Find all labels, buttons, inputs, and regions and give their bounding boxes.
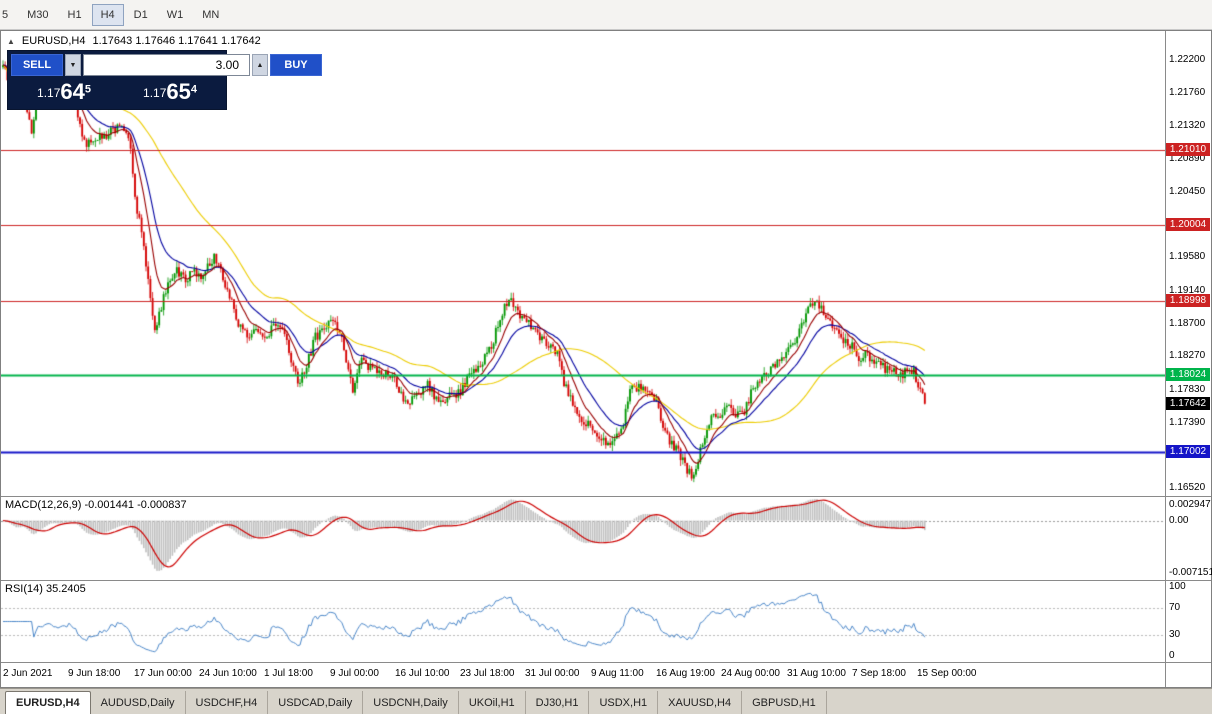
timeframe-toolbar: 5 M30 H1 H4 D1 W1 MN: [0, 0, 1212, 30]
tab-usdcnh-daily[interactable]: USDCNH,Daily: [363, 691, 459, 714]
sell-price-prefix: 1.17: [37, 86, 61, 100]
price-axis-tick: 1.21320: [1169, 120, 1206, 132]
macd-axis-min: -0.007151: [1169, 567, 1212, 578]
time-axis-label: 9 Jun 18:00: [68, 668, 121, 679]
current-price-badge: 1.17642: [1166, 396, 1210, 410]
price-level-badge: 1.21010: [1166, 142, 1210, 156]
chevron-up-icon: ▲: [256, 61, 264, 69]
rsi-label: RSI(14) 35.2405: [5, 583, 86, 595]
tab-eurusd-h4[interactable]: EURUSD,H4: [5, 691, 91, 714]
buy-price[interactable]: 1.17654: [117, 78, 223, 107]
price-axis-tick: 1.18700: [1169, 317, 1206, 329]
time-axis-label: 15 Sep 00:00: [917, 668, 977, 679]
symbol-tabbar: EURUSD,H4 AUDUSD,Daily USDCHF,H4 USDCAD,Dai…: [0, 688, 1212, 714]
time-axis-label: 24 Jun 10:00: [199, 668, 257, 679]
time-axis-label: 7 Sep 18:00: [852, 668, 906, 679]
macd-plot: MACD(12,26,9) -0.001441 -0.000837: [1, 497, 1165, 580]
timeframe-button-mn[interactable]: MN: [193, 4, 228, 26]
macd-label: MACD(12,26,9) -0.001441 -0.000837: [5, 499, 187, 511]
trade-controls-row: SELL ▼ ▲ BUY: [11, 54, 322, 76]
collapse-panel-icon[interactable]: ▲: [7, 36, 15, 46]
tab-audusd-daily[interactable]: AUDUSD,Daily: [91, 691, 186, 714]
time-axis-label: 9 Aug 11:00: [591, 668, 644, 679]
tab-usdchf-h4[interactable]: USDCHF,H4: [186, 691, 269, 714]
rsi-axis-label: 0: [1169, 650, 1175, 661]
price-axis: 1.22200 1.21760 1.21320 1.20890 1.20450 1.195…: [1165, 31, 1211, 496]
time-axis-row: 2 Jun 2021 9 Jun 18:00 17 Jun 00:00 24 Jun …: [1, 662, 1211, 687]
rsi-axis-label: 100: [1169, 581, 1186, 592]
price-axis-tick: 1.17390: [1169, 416, 1206, 428]
tab-gbpusd-h1[interactable]: GBPUSD,H1: [742, 691, 827, 714]
main-plot: ▲ EURUSD,H4 1.17643 1.17646 1.17641 1.17…: [1, 31, 1165, 496]
volume-increase-button[interactable]: ▲: [252, 54, 268, 76]
rsi-row: RSI(14) 35.2405 100 70 30 0: [1, 580, 1211, 662]
chart-header: ▲ EURUSD,H4 1.17643 1.17646 1.17641 1.17…: [7, 35, 261, 47]
one-click-trading-panel: SELL ▼ ▲ BUY 1.17645 1.17654: [7, 50, 322, 110]
macd-axis-max: 0.002947: [1169, 499, 1211, 510]
rsi-canvas[interactable]: [1, 581, 1165, 662]
buy-price-prefix: 1.17: [143, 86, 167, 100]
timeframe-button-d1[interactable]: D1: [125, 4, 157, 26]
sell-price-big: 64: [60, 79, 85, 104]
price-level-badge: 1.20004: [1166, 218, 1210, 232]
price-axis-tick: 1.19140: [1169, 284, 1206, 296]
timeframe-button-w1[interactable]: W1: [158, 4, 193, 26]
price-axis-tick: 1.21760: [1169, 86, 1206, 98]
price-axis-tick: 1.16520: [1169, 482, 1206, 494]
sell-price[interactable]: 1.17645: [11, 78, 117, 107]
volume-decrease-button[interactable]: ▼: [65, 54, 81, 76]
time-axis-label: 16 Jul 10:00: [395, 668, 450, 679]
chart-window: ▲ EURUSD,H4 1.17643 1.17646 1.17641 1.17…: [0, 30, 1212, 688]
trade-prices-row: 1.17645 1.17654: [11, 78, 223, 107]
time-axis-label: 2 Jun 2021: [3, 668, 53, 679]
rsi-plot: RSI(14) 35.2405: [1, 581, 1165, 662]
price-axis-tick: 1.20890: [1169, 152, 1206, 164]
time-axis: 2 Jun 2021 9 Jun 18:00 17 Jun 00:00 24 Jun …: [1, 663, 1165, 687]
rsi-axis-label: 70: [1169, 601, 1181, 613]
tab-xauusd-h4[interactable]: XAUUSD,H4: [658, 691, 743, 714]
time-axis-label: 9 Jul 00:00: [330, 668, 379, 679]
price-axis-tick: 1.17830: [1169, 383, 1206, 395]
time-axis-label: 31 Aug 10:00: [787, 668, 846, 679]
timeframe-button-h4[interactable]: H4: [91, 3, 124, 26]
rsi-axis: 100 70 30 0: [1165, 581, 1211, 662]
main-chart-row: ▲ EURUSD,H4 1.17643 1.17646 1.17641 1.17…: [1, 31, 1211, 496]
price-axis-tick: 1.22200: [1169, 53, 1206, 65]
sell-price-sup: 5: [84, 83, 91, 96]
timeframe-button-h1[interactable]: H1: [59, 4, 91, 26]
buy-price-sup: 4: [190, 83, 197, 96]
tab-dj30-h1[interactable]: DJ30,H1: [526, 691, 590, 714]
chart-symbol-period: EURUSD,H4: [21, 35, 86, 47]
buy-price-big: 65: [166, 79, 191, 104]
time-axis-label: 23 Jul 18:00: [460, 668, 515, 679]
price-axis-tick: 1.20450: [1169, 185, 1206, 197]
macd-axis: 0.002947 0.00 -0.007151: [1165, 497, 1212, 580]
price-axis-tick: 1.19580: [1169, 251, 1206, 263]
macd-axis-zero: 0.00: [1169, 515, 1189, 526]
tab-usdx-h1[interactable]: USDX,H1: [589, 691, 659, 714]
time-axis-label: 31 Jul 00:00: [525, 668, 580, 679]
volume-input[interactable]: [83, 54, 250, 76]
price-axis-tick: 1.18270: [1169, 350, 1206, 362]
chart-ohlc: 1.17643 1.17646 1.17641 1.17642: [92, 35, 261, 47]
timeframe-button-5[interactable]: 5: [0, 4, 17, 26]
time-axis-label: 16 Aug 19:00: [656, 668, 715, 679]
buy-button[interactable]: BUY: [270, 54, 322, 76]
time-axis-label: 1 Jul 18:00: [264, 668, 313, 679]
rsi-axis-label: 30: [1169, 629, 1181, 641]
tab-ukoil-h1[interactable]: UKOil,H1: [459, 691, 526, 714]
macd-row: MACD(12,26,9) -0.001441 -0.000837 0.0029…: [1, 496, 1212, 580]
macd-canvas[interactable]: [1, 497, 1165, 580]
time-axis-label: 24 Aug 00:00: [721, 668, 780, 679]
price-level-badge: 1.18998: [1166, 294, 1210, 308]
timeframe-button-m30[interactable]: M30: [18, 4, 57, 26]
sell-button[interactable]: SELL: [11, 54, 63, 76]
price-level-badge: 1.17002: [1166, 445, 1210, 459]
time-axis-label: 17 Jun 00:00: [134, 668, 192, 679]
price-level-badge: 1.18024: [1166, 367, 1210, 381]
chevron-down-icon: ▼: [69, 61, 77, 69]
time-axis-corner: [1165, 663, 1211, 687]
tab-usdcad-daily[interactable]: USDCAD,Daily: [268, 691, 364, 714]
